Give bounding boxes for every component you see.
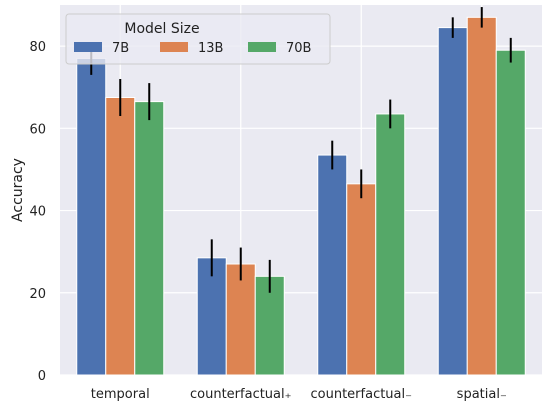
x-tick-label: counterfactual₊: [190, 387, 292, 402]
y-tick-label: 40: [29, 205, 46, 220]
legend-label: 70B: [286, 41, 311, 56]
y-tick-label: 60: [29, 122, 46, 137]
bar: [76, 57, 107, 376]
bar: [225, 263, 256, 376]
y-tick-label: 80: [29, 40, 46, 55]
legend-label: 13B: [198, 41, 223, 56]
legend-swatch: [74, 42, 102, 52]
y-axis-label: Accuracy: [10, 158, 26, 222]
bar: [495, 49, 526, 376]
bars: [76, 16, 526, 376]
bar: [466, 16, 497, 376]
bar: [346, 183, 377, 376]
x-tick-labels: temporal counterfactual₊ counterfactual₋ sp…: [91, 387, 507, 402]
bar: [254, 275, 285, 376]
y-tick-labels: 0 20 40 60 80: [29, 40, 46, 384]
y-tick-label: 0: [38, 369, 46, 384]
legend-swatch: [248, 42, 276, 52]
bar: [134, 101, 165, 376]
bar: [317, 154, 348, 376]
bar: [375, 113, 406, 376]
legend: Model Size 7B 13B 70B: [65, 13, 331, 65]
legend-title: Model Size: [124, 21, 199, 37]
x-tick-label: counterfactual₋: [311, 387, 413, 402]
legend-label: 7B: [112, 41, 129, 56]
bar: [105, 97, 136, 376]
legend-swatch: [160, 42, 188, 52]
x-tick-label: temporal: [91, 387, 150, 402]
x-tick-label: spatial₋: [457, 387, 507, 402]
bar: [437, 27, 468, 376]
y-tick-label: 20: [29, 287, 46, 302]
